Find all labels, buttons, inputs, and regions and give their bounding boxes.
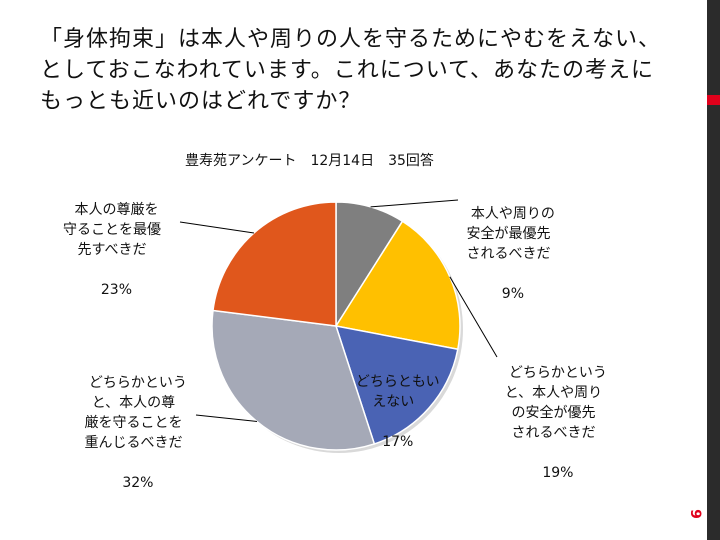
leader-line [179, 221, 255, 234]
slice-neither [334, 325, 459, 445]
slice-label-pct: 9% [501, 286, 525, 302]
slice-label-neither: どちらともい えない 17% [347, 352, 440, 452]
slice-label-pct: 23% [100, 282, 133, 298]
chart-title: 豊寿苑アンケート 12月14日 35回答 [185, 153, 434, 169]
leader-line [370, 199, 459, 208]
slice-label-text: どちらともい えない [355, 374, 440, 410]
slice-label-rather-safety: どちらかという と、本人や周り の安全が優先 されるべきだ 19% [500, 343, 607, 483]
slice-rather-dignity [211, 309, 376, 451]
side-accent [707, 95, 720, 105]
page-number: 9 [686, 509, 703, 519]
side-bar [707, 0, 720, 540]
slice-label-safety-first: 本人や周りの 安全が最優先 されるべきだ 9% [462, 184, 555, 304]
slice-label-text: どちらかという と、本人や周り の安全が優先 されるべきだ [504, 365, 607, 441]
slice-label-rather-dignity: どちらかという と、本人の尊 厳を守ることを 重んじるべきだ 32% [80, 353, 187, 493]
slice-dignity-first [212, 201, 337, 327]
leader-line [195, 414, 258, 422]
question-heading: 「身体拘束」は本人や周りの人を守るためにやむをえない、としておこなわれています。… [40, 27, 662, 114]
slice-label-pct: 32% [122, 475, 154, 491]
slice-label-pct: 17% [382, 434, 414, 450]
slice-label-text: どちらかという と、本人の尊 厳を守ることを 重んじるべきだ [84, 375, 187, 451]
leader-line [449, 276, 498, 358]
slice-label-dignity-first: 本人の尊厳を 守ることを最優 先すべきだ 23% [63, 180, 161, 300]
slice-label-text: 本人や周りの 安全が最優先 されるべきだ [466, 206, 555, 262]
slice-label-text: 本人の尊厳を 守ることを最優 先すべきだ [63, 202, 161, 258]
slice-rather-safety [334, 220, 461, 351]
slice-label-pct: 19% [542, 465, 574, 481]
